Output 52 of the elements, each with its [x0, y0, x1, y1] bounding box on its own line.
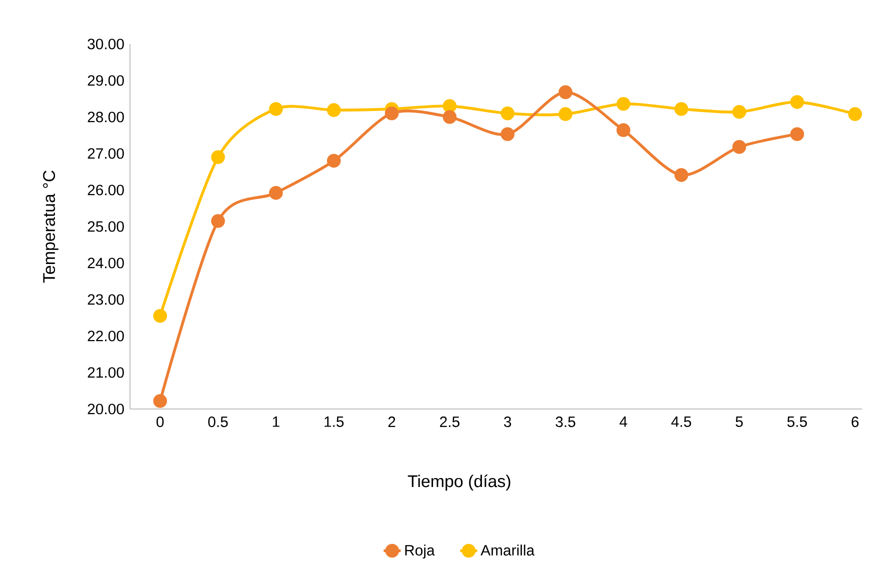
y-tick-label: 26.00: [88, 184, 124, 196]
y-tick-label: 21.00: [88, 367, 124, 378]
point: [500, 106, 514, 120]
y-tick-label: 28.00: [88, 112, 124, 122]
x-tick-label: 6: [852, 416, 859, 428]
x-tick-label: 4: [620, 416, 628, 427]
point: [153, 309, 168, 323]
x-tick-label: 1.5: [324, 416, 344, 427]
x-tick-label: 0.5: [208, 416, 228, 428]
point: [732, 140, 746, 154]
point: [211, 150, 225, 164]
point: [442, 99, 457, 113]
point: [384, 106, 399, 120]
point: [790, 95, 804, 109]
point: [674, 102, 688, 116]
x-tick-label: 2.5: [440, 416, 460, 428]
point: [269, 102, 283, 116]
point: [732, 104, 746, 119]
x-tick-label: 0: [156, 416, 164, 428]
x-tick-label: 5: [736, 416, 743, 427]
y-tick-label: 23.00: [88, 294, 124, 305]
x-tick-label: 5.5: [787, 416, 807, 427]
point: [211, 214, 225, 228]
y-tick-label: 25.00: [88, 221, 124, 232]
legend-label: Roja: [405, 544, 435, 559]
point: [616, 96, 630, 111]
x-axis-title: Tiempo (días): [408, 474, 510, 491]
point: [442, 110, 457, 124]
y-tick-label: 27.00: [88, 148, 124, 159]
x-tick-label: 3.5: [556, 416, 576, 428]
y-tick-label: 30.00: [88, 38, 124, 50]
x-tick-label: 2: [388, 416, 396, 427]
point: [153, 394, 168, 408]
point: [269, 186, 283, 200]
y-tick-label: 22.00: [88, 330, 124, 342]
point: [674, 168, 688, 182]
point: [500, 127, 514, 142]
y-tick-label: 29.00: [88, 75, 124, 86]
point: [848, 107, 862, 121]
x-tick-label: 4.5: [671, 416, 692, 427]
point: [326, 154, 341, 168]
legend-label: Amarilla: [480, 544, 535, 556]
point: [616, 123, 630, 138]
y-tick-label: 24.00: [88, 258, 124, 268]
y-tick-label: 20.00: [88, 404, 124, 414]
x-tick-label: 1: [272, 416, 280, 427]
point: [790, 127, 804, 142]
y-axis-title: Temperatua °C: [43, 170, 58, 283]
point: [326, 103, 341, 117]
x-tick-label: 3: [504, 416, 512, 428]
point: [558, 107, 572, 121]
point: [558, 85, 572, 100]
